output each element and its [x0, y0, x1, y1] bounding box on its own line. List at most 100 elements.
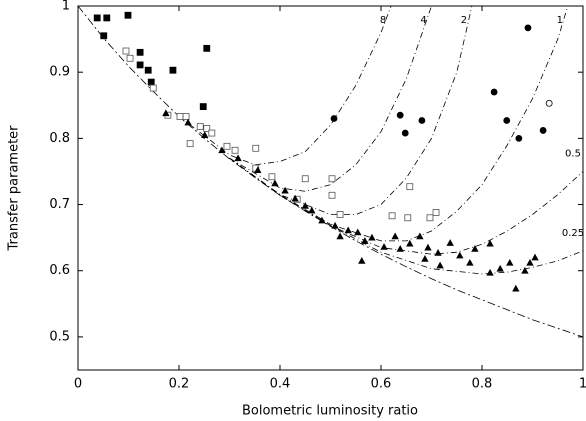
triangle-point	[291, 194, 299, 202]
square-point	[199, 103, 207, 110]
triangle-point	[506, 258, 514, 266]
triangle-point	[331, 221, 339, 229]
square-point	[93, 14, 101, 22]
triangle-point	[486, 239, 494, 247]
triangle-point	[281, 186, 289, 194]
square-point	[169, 66, 177, 74]
circle-point	[490, 88, 498, 96]
triangle-point	[521, 266, 529, 274]
circle-point	[330, 115, 338, 122]
x-axis-label: Bolometric luminosity ratio	[242, 404, 418, 419]
triangle-point	[391, 232, 399, 240]
triangle-point	[396, 245, 404, 252]
y-tick-label: 0.7	[49, 197, 70, 212]
square-point	[328, 175, 336, 183]
circle-point	[418, 117, 426, 124]
triangle-point	[416, 232, 424, 240]
triangle-point	[512, 284, 520, 292]
triangle-point	[496, 264, 504, 272]
triangle-point	[344, 226, 352, 234]
triangle-point	[434, 249, 442, 256]
square-point	[176, 113, 184, 120]
square-point	[186, 140, 194, 148]
circle-point	[539, 127, 547, 134]
y-tick-label: 0.6	[49, 263, 70, 278]
y-axis-label: Transfer parameter	[7, 125, 22, 252]
triangle-point	[466, 258, 474, 266]
circle-point	[545, 99, 553, 107]
triangle-point	[368, 233, 376, 241]
triangle-point	[336, 232, 344, 240]
triangle-point	[162, 109, 170, 117]
square-point	[426, 214, 434, 222]
triangle-point	[456, 251, 464, 259]
y-tick-label: 0.8	[49, 131, 70, 146]
curve-label: 8	[380, 15, 386, 26]
square-point	[122, 47, 130, 55]
square-point	[103, 14, 111, 22]
square-point	[388, 212, 396, 220]
triangle-point	[486, 268, 494, 276]
x-tick-label: 0.4	[270, 377, 291, 392]
circle-point	[524, 24, 532, 32]
x-tick-label: 0	[74, 377, 82, 392]
circle-point	[503, 117, 511, 124]
square-point	[231, 146, 239, 154]
plot-frame	[77, 5, 584, 371]
model-curve	[178, 5, 392, 166]
square-point	[147, 78, 155, 86]
curve-label: 2	[461, 15, 467, 26]
triangle-point	[184, 118, 192, 126]
square-point	[182, 113, 190, 120]
square-point	[432, 209, 440, 216]
square-point	[301, 175, 309, 183]
triangle-point	[234, 154, 242, 162]
x-tick-label: 1	[579, 377, 586, 392]
square-point	[126, 54, 134, 62]
triangle-point	[201, 131, 209, 138]
model-curve	[229, 5, 473, 215]
curve-label: 4	[420, 15, 426, 26]
circle-point	[396, 111, 404, 119]
triangle-point	[421, 254, 429, 262]
circle-point	[515, 134, 523, 142]
model-curve	[229, 5, 432, 192]
circle-point	[401, 129, 409, 137]
square-point	[336, 211, 344, 218]
model-curve	[229, 157, 584, 275]
triangle-point	[380, 243, 388, 250]
square-point	[124, 11, 132, 19]
curve-label: 0.25	[562, 228, 584, 239]
curve-label: 1	[557, 15, 563, 26]
triangle-point	[531, 253, 539, 261]
triangle-point	[406, 239, 414, 247]
envelope-curve	[77, 5, 584, 338]
square-point	[136, 61, 144, 69]
triangle-point	[436, 261, 444, 269]
triangle-point	[254, 166, 262, 174]
square-point	[203, 125, 211, 132]
model-curve	[229, 157, 584, 255]
triangle-point	[354, 228, 362, 236]
triangle-point	[308, 206, 316, 214]
square-point	[208, 129, 216, 137]
square-point	[196, 123, 204, 130]
triangle-point	[358, 256, 366, 264]
square-point	[100, 32, 108, 40]
square-point	[404, 214, 412, 222]
y-tick-label: 0.9	[49, 65, 70, 80]
square-point	[328, 191, 336, 199]
y-tick-label: 0.5	[49, 329, 70, 344]
curve-label: 0.5	[565, 148, 581, 159]
triangle-point	[471, 245, 479, 252]
triangle-point	[424, 243, 432, 251]
y-tick-label: 1	[62, 0, 70, 14]
square-point	[203, 44, 211, 52]
square-point	[144, 66, 152, 74]
square-point	[252, 144, 260, 152]
triangle-point	[446, 239, 454, 246]
square-point	[223, 142, 231, 150]
model-curve	[229, 5, 569, 242]
triangle-point	[271, 179, 279, 187]
